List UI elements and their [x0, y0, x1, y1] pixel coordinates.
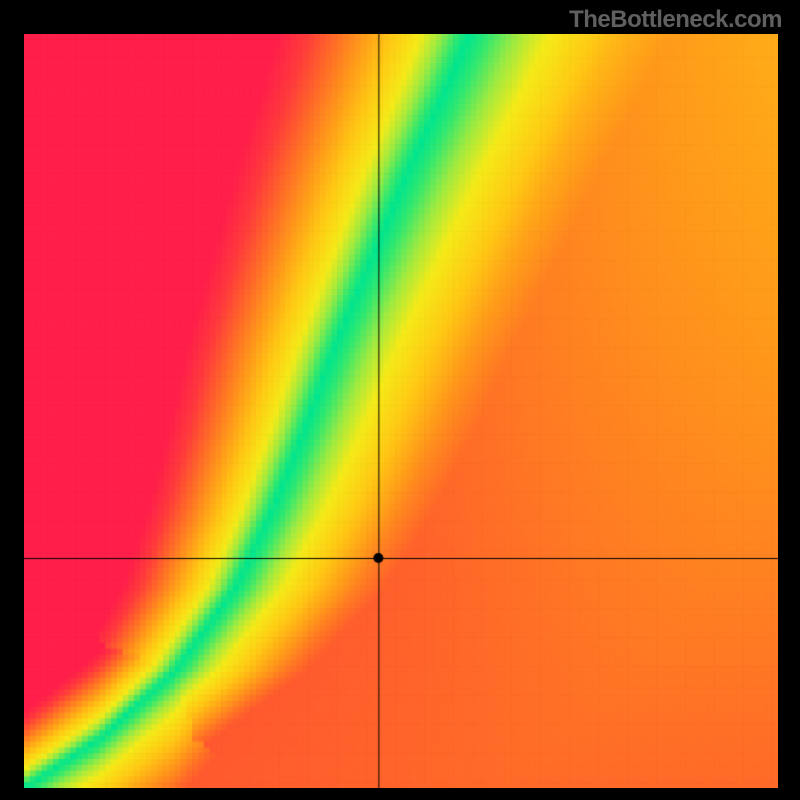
bottleneck-heatmap — [24, 34, 778, 788]
chart-container: TheBottleneck.com — [0, 0, 800, 800]
watermark-text: TheBottleneck.com — [569, 6, 782, 34]
